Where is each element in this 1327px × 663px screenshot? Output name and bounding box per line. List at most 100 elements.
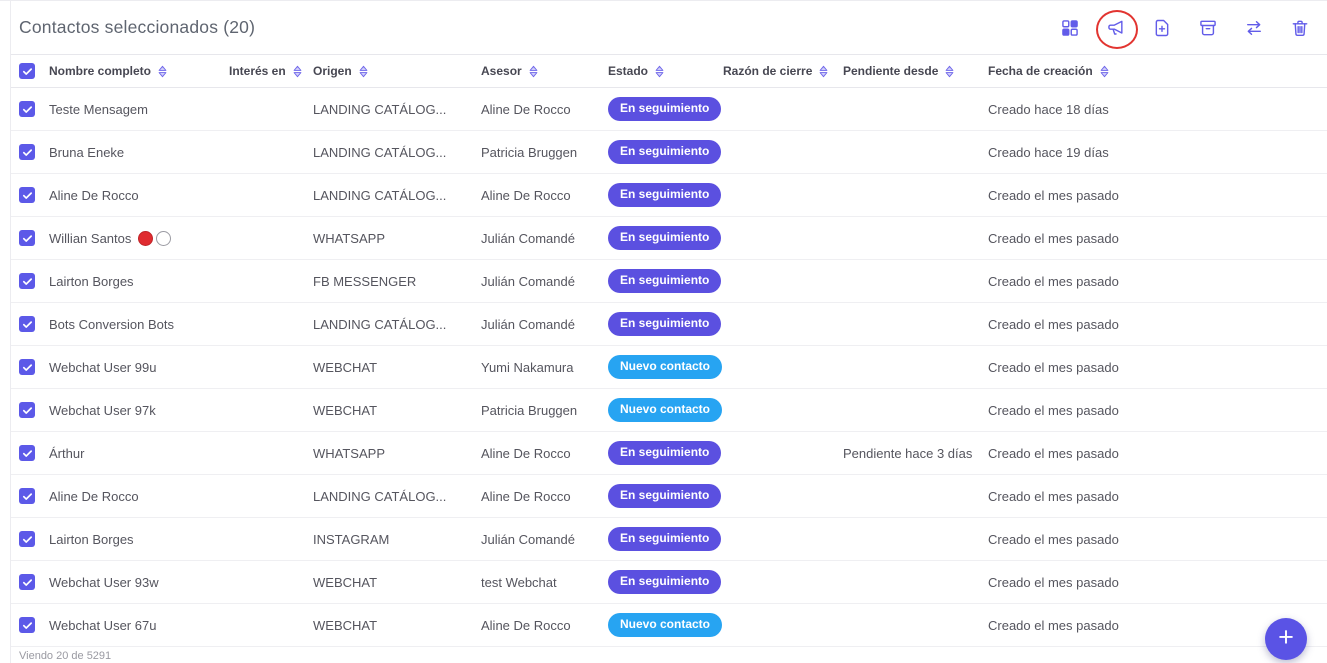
cell-nombre-completo: Bots Conversion Bots (49, 317, 229, 332)
trash-icon (1290, 18, 1310, 38)
add-contact-button[interactable]: + (1265, 618, 1307, 660)
table-row[interactable]: Teste Mensagem LANDING CATÁLOG... Aline … (11, 88, 1327, 131)
sort-icon[interactable] (359, 65, 368, 78)
column-header-pendiente-desde[interactable]: Pendiente desde (843, 64, 988, 78)
sort-icon[interactable] (158, 65, 167, 78)
cell-nombre-completo: Lairton Borges (49, 532, 229, 547)
sort-icon[interactable] (655, 65, 664, 78)
row-checkbox[interactable] (19, 574, 35, 590)
cell-nombre-completo: Árthur (49, 446, 229, 461)
transfer-button[interactable] (1243, 17, 1265, 39)
cell-fecha-de-creacion: Creado hace 18 días (988, 101, 1109, 117)
cell-estado: Nuevo contacto (608, 613, 723, 637)
row-checkbox[interactable] (19, 402, 35, 418)
row-checkbox[interactable] (19, 445, 35, 461)
cell-asesor: Julián Comandé (481, 273, 575, 289)
column-header-interes-en[interactable]: Interés en (229, 64, 313, 78)
table-row[interactable]: Webchat User 67u WEBCHAT Aline De Rocco … (11, 604, 1327, 647)
table-footer: Viendo 20 de 5291 (11, 647, 1327, 663)
sort-icon[interactable] (1100, 65, 1109, 78)
row-checkbox[interactable] (19, 187, 35, 203)
table-row[interactable]: Webchat User 97k WEBCHAT Patricia Brugge… (11, 389, 1327, 432)
contact-name: Webchat User 99u (49, 359, 157, 375)
sort-icon[interactable] (529, 65, 538, 78)
cell-fecha-de-creacion: Creado el mes pasado (988, 187, 1119, 203)
row-checkbox[interactable] (19, 230, 35, 246)
check-icon (22, 277, 32, 285)
column-label: Pendiente desde (843, 64, 939, 78)
sort-icon[interactable] (819, 65, 828, 78)
archive-button[interactable] (1197, 17, 1219, 39)
contact-name: Aline De Rocco (49, 187, 139, 203)
cell-asesor: Aline De Rocco (481, 187, 571, 203)
contact-name: Aline De Rocco (49, 488, 139, 504)
check-icon (22, 191, 32, 199)
column-header-nombre-completo[interactable]: Nombre completo (49, 64, 229, 78)
column-header-fecha-de-creacion[interactable]: Fecha de creación (988, 64, 1327, 78)
table-row[interactable]: Webchat User 93w WEBCHAT test Webchat En… (11, 561, 1327, 604)
cell-asesor: Aline De Rocco (481, 445, 571, 461)
table-row[interactable]: Lairton Borges INSTAGRAM Julián Comandé … (11, 518, 1327, 561)
row-checkbox[interactable] (19, 101, 35, 117)
cell-asesor: Aline De Rocco (481, 617, 571, 633)
megaphone-button[interactable] (1096, 9, 1138, 49)
cell-origen: WHATSAPP (313, 230, 385, 246)
row-checkbox[interactable] (19, 273, 35, 289)
cell-asesor: Aline De Rocco (481, 488, 571, 504)
cell-estado: En seguimiento (608, 570, 723, 594)
row-checkbox[interactable] (19, 617, 35, 633)
cell-nombre-completo: Webchat User 93w (49, 575, 229, 590)
cell-origen: LANDING CATÁLOG... (313, 316, 447, 332)
row-checkbox[interactable] (19, 531, 35, 547)
sort-icon[interactable] (945, 65, 954, 78)
status-badge: En seguimiento (608, 484, 722, 508)
cell-origen: LANDING CATÁLOG... (313, 144, 447, 160)
cell-fecha-de-creacion: Creado el mes pasado (988, 230, 1119, 246)
table-row[interactable]: Bruna Eneke LANDING CATÁLOG... Patricia … (11, 131, 1327, 174)
row-checkbox[interactable] (19, 359, 35, 375)
row-select-cell (19, 445, 49, 461)
table-row[interactable]: Aline De Rocco LANDING CATÁLOG... Aline … (11, 475, 1327, 518)
cell-fecha-de-creacion: Creado el mes pasado (988, 359, 1119, 375)
column-label: Interés en (229, 64, 286, 78)
trash-button[interactable] (1289, 17, 1311, 39)
check-icon (22, 621, 32, 629)
check-icon (22, 234, 32, 242)
cell-fecha-de-creacion: Creado el mes pasado (988, 273, 1119, 289)
cell-nombre-completo: Lairton Borges (49, 274, 229, 289)
column-header-razon-de-cierre[interactable]: Razón de cierre (723, 64, 843, 78)
add-file-button[interactable] (1151, 17, 1173, 39)
contact-name: Webchat User 67u (49, 617, 157, 633)
sort-icon[interactable] (293, 65, 302, 78)
select-all-checkbox[interactable] (19, 63, 35, 79)
table-row[interactable]: Webchat User 99u WEBCHAT Yumi Nakamura N… (11, 346, 1327, 389)
column-header-estado[interactable]: Estado (608, 64, 723, 78)
status-badge: En seguimiento (608, 140, 722, 164)
cell-estado: En seguimiento (608, 269, 723, 293)
cell-fecha-de-creacion: Creado hace 19 días (988, 144, 1109, 160)
row-checkbox[interactable] (19, 316, 35, 332)
table-row[interactable]: Aline De Rocco LANDING CATÁLOG... Aline … (11, 174, 1327, 217)
row-checkbox[interactable] (19, 488, 35, 504)
row-checkbox[interactable] (19, 144, 35, 160)
status-dots (138, 230, 172, 246)
cell-nombre-completo: Webchat User 99u (49, 360, 229, 375)
column-header-origen[interactable]: Origen (313, 64, 481, 78)
cell-estado: En seguimiento (608, 484, 723, 508)
table-row[interactable]: Árthur WHATSAPP Aline De Rocco En seguim… (11, 432, 1327, 475)
table-header-row: Nombre completo Interés en Origen Asesor Est… (11, 55, 1327, 88)
check-icon (22, 449, 32, 457)
cell-asesor: Julián Comandé (481, 316, 575, 332)
table-row[interactable]: Lairton Borges FB MESSENGER Julián Coman… (11, 260, 1327, 303)
table-row[interactable]: Willian Santos WHATSAPP Julián Comandé E… (11, 217, 1327, 260)
status-badge: Nuevo contacto (608, 355, 723, 379)
contact-name: Bruna Eneke (49, 144, 125, 160)
check-icon (22, 363, 32, 371)
contact-name: Webchat User 97k (49, 402, 156, 418)
grid-view-button[interactable] (1059, 17, 1081, 39)
table-row[interactable]: Bots Conversion Bots LANDING CATÁLOG... … (11, 303, 1327, 346)
cell-estado: En seguimiento (608, 441, 723, 465)
column-header-asesor[interactable]: Asesor (481, 64, 608, 78)
contact-name: Árthur (49, 445, 85, 461)
cell-asesor: Julián Comandé (481, 531, 575, 547)
